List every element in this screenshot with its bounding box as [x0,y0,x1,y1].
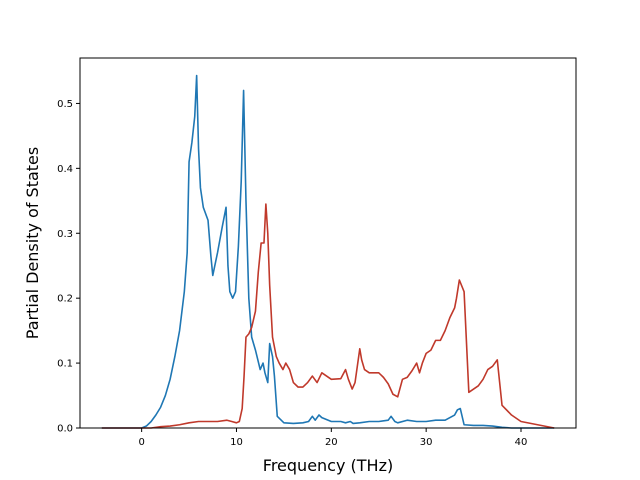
x-tick-label: 0 [138,437,144,448]
plot-frame [79,57,577,429]
y-tick-label: 0.4 [57,164,73,175]
series-line-1 [101,74,555,429]
series-line-2 [101,203,555,429]
y-tick-label: 0.0 [57,424,73,435]
x-axis-ticks: 0 10 20 30 40 [138,428,527,448]
x-tick-label: 20 [325,437,338,448]
y-tick-label: 0.2 [57,294,73,305]
x-axis-label: Frequency (THz) [263,456,393,475]
x-tick-label: 10 [230,437,243,448]
x-tick-label: 40 [515,437,528,448]
plot-background [80,58,576,428]
y-axis-label: Partial Density of States [23,147,42,339]
y-tick-label: 0.5 [57,99,73,110]
y-axis-ticks: 0.0 0.1 0.2 0.3 0.4 0.5 [57,99,80,435]
y-tick-label: 0.3 [57,229,73,240]
series-layer [101,74,555,429]
x-tick-label: 30 [420,437,433,448]
y-tick-label: 0.1 [57,359,73,370]
